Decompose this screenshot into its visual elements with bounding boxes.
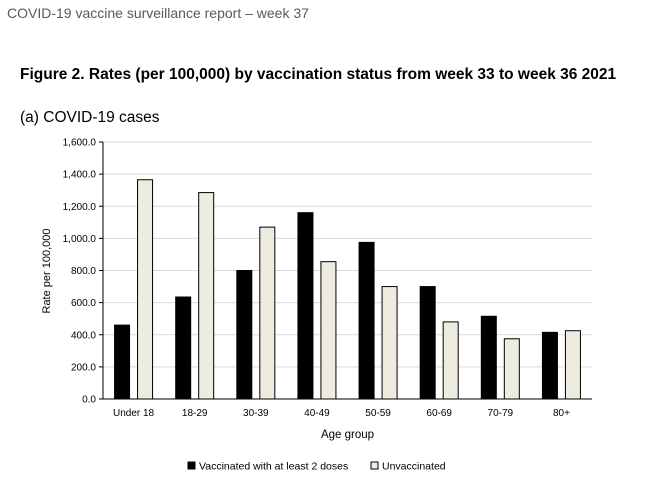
legend-label-unvaccinated: Unvaccinated bbox=[382, 461, 446, 473]
y-tick-label: 1,000.0 bbox=[63, 234, 97, 245]
x-tick-label: 80+ bbox=[553, 408, 570, 419]
x-tick-label: 30-39 bbox=[243, 408, 269, 419]
x-tick-label: 18-29 bbox=[182, 408, 208, 419]
figure-title: Figure 2. Rates (per 100,000) by vaccina… bbox=[20, 66, 617, 83]
bar-vaccinated bbox=[358, 241, 375, 400]
x-tick-label: 50-59 bbox=[365, 408, 391, 419]
bar-vaccinated bbox=[297, 212, 314, 400]
bar-vaccinated bbox=[480, 315, 497, 400]
bar-unvaccinated bbox=[381, 286, 398, 400]
bar-unvaccinated bbox=[320, 261, 337, 400]
legend-label-vaccinated: Vaccinated with at least 2 doses bbox=[199, 461, 348, 473]
y-tick-label: 400.0 bbox=[71, 330, 96, 341]
bar-vaccinated bbox=[419, 286, 436, 400]
bar-unvaccinated bbox=[503, 338, 520, 400]
y-tick-label: 1,600.0 bbox=[63, 138, 97, 149]
bar-unvaccinated bbox=[442, 321, 459, 400]
x-tick-label: 60-69 bbox=[426, 408, 452, 419]
legend-swatch-unvaccinated bbox=[370, 461, 379, 470]
y-tick-label: 200.0 bbox=[71, 362, 96, 373]
x-axis-label: Age group bbox=[321, 429, 374, 441]
x-tick-label: 70-79 bbox=[488, 408, 514, 419]
report-header: COVID-19 vaccine surveillance report – w… bbox=[7, 5, 309, 21]
bar-unvaccinated bbox=[198, 192, 215, 400]
bar-vaccinated bbox=[175, 296, 192, 400]
y-tick-label: 1,200.0 bbox=[63, 202, 97, 213]
bar-unvaccinated bbox=[259, 226, 276, 400]
y-axis-label: Rate per 100,000 bbox=[41, 228, 53, 313]
y-tick-label: 600.0 bbox=[71, 298, 96, 309]
panel-title: (a) COVID-19 cases bbox=[20, 109, 160, 126]
y-tick-label: 1,400.0 bbox=[63, 170, 97, 181]
bar-vaccinated bbox=[236, 270, 253, 400]
bar-unvaccinated bbox=[564, 330, 581, 400]
x-tick-label: Under 18 bbox=[113, 408, 155, 419]
legend-swatch-vaccinated bbox=[187, 461, 196, 470]
bar-vaccinated bbox=[114, 324, 131, 400]
x-tick-label: 40-49 bbox=[304, 408, 330, 419]
y-tick-label: 0.0 bbox=[82, 395, 96, 406]
bar-unvaccinated bbox=[137, 179, 154, 400]
y-tick-label: 800.0 bbox=[71, 266, 96, 277]
bar-vaccinated bbox=[541, 331, 558, 400]
